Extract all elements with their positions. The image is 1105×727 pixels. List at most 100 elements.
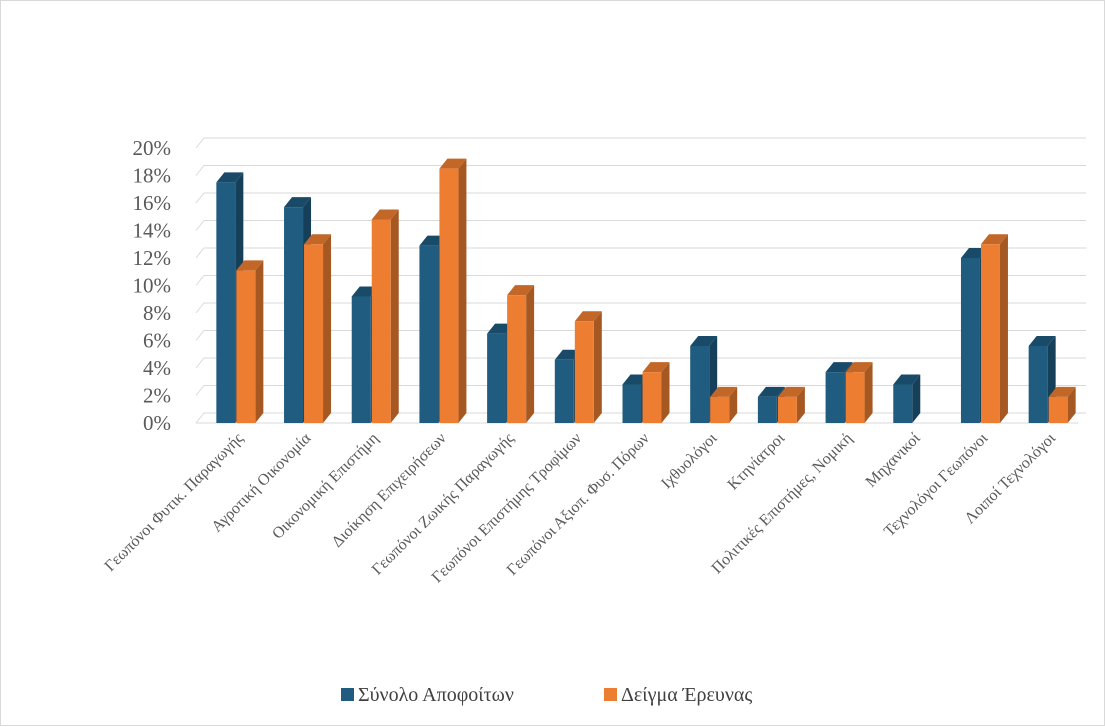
bar-top-face	[777, 386, 805, 397]
gridlines	[195, 137, 1086, 424]
bar-top-face	[690, 336, 718, 346]
bar-top-face	[236, 260, 264, 271]
bar-top-face	[893, 374, 921, 385]
bar-front-face	[574, 321, 594, 423]
bar-front-face	[284, 207, 304, 423]
gridline	[195, 330, 1086, 341]
bar-front-face	[1048, 396, 1068, 423]
y-tick-label: 20%	[133, 136, 172, 160]
y-axis-tick-labels: 0% 2% 4% 6% 8% 10% 12% 14% 16% 18% 20%	[133, 136, 172, 435]
bar-front-face	[825, 372, 845, 423]
x-category-label: Γεωπόνοι Ζωικής Παραγωγής	[369, 429, 518, 578]
bar-research-sample	[980, 234, 1008, 423]
y-tick-label: 2%	[143, 384, 171, 408]
bar-front-face	[960, 258, 980, 423]
bar-front-face	[371, 219, 391, 423]
bar-side-face	[526, 285, 535, 423]
y-tick-label: 18%	[133, 164, 172, 188]
bar-front-face	[980, 244, 1000, 423]
bar-top-face	[574, 311, 602, 322]
bar-top-face	[507, 285, 535, 296]
bar-front-face	[642, 372, 662, 423]
bar-side-face	[864, 362, 873, 423]
bar-research-sample	[845, 362, 873, 423]
x-category-label: Ιχθυολόγοι	[658, 429, 721, 492]
bar-front-face	[439, 168, 459, 423]
y-tick-label: 6%	[143, 329, 171, 353]
bar-side-face	[999, 234, 1008, 423]
bar-research-sample	[304, 234, 332, 423]
bar-front-face	[690, 346, 710, 423]
x-category-label: Μηχανικοί	[863, 429, 925, 491]
bar-side-face	[661, 362, 670, 423]
bar-front-face	[304, 244, 324, 423]
x-category-label: Πολιτικές Επιστήμες, Νομική	[709, 430, 856, 577]
gridline	[195, 220, 1086, 231]
bar-research-sample	[710, 386, 738, 423]
gridline	[195, 302, 1086, 314]
bar-side-face	[255, 260, 264, 423]
bar-front-face	[487, 333, 507, 423]
bar-side-face	[390, 209, 399, 423]
bar-side-face	[912, 374, 921, 423]
gridline	[195, 137, 1086, 149]
y-tick-label: 8%	[143, 301, 171, 325]
gridline	[195, 275, 1086, 286]
bar-side-face	[593, 311, 602, 423]
bar-top-face	[757, 386, 785, 397]
gridline	[195, 192, 1086, 204]
gridline	[195, 385, 1086, 396]
bar-research-sample	[371, 209, 399, 423]
bar-top-face	[980, 234, 1008, 245]
legend-label: Σύνολο Αποφοίτων	[358, 684, 514, 706]
bar-research-sample	[777, 386, 805, 423]
bar-front-face	[777, 396, 797, 423]
bar-research-sample	[507, 285, 535, 423]
legend-item: Σύνολο Αποφοίτων	[341, 684, 514, 706]
bars	[216, 158, 1076, 423]
bar-top-face	[845, 362, 873, 373]
bar-front-face	[507, 295, 527, 423]
gridline	[195, 357, 1086, 369]
y-tick-label: 14%	[133, 219, 172, 243]
bar-side-face	[796, 386, 805, 423]
bar-side-face	[323, 234, 332, 423]
y-tick-label: 10%	[133, 274, 172, 298]
x-category-label: Γεωπόνοι Φυτικ. Παραγωγής	[102, 429, 248, 575]
bar-total-graduates	[893, 374, 921, 423]
bar-side-face	[729, 386, 738, 423]
bar-research-sample	[642, 362, 670, 423]
bar-research-sample	[439, 158, 467, 423]
bar-side-face	[1067, 386, 1076, 423]
gridline	[195, 247, 1086, 259]
bar-front-face	[216, 182, 236, 423]
bar-top-face	[710, 386, 738, 397]
bar-front-face	[893, 384, 913, 423]
bar-front-face	[710, 396, 730, 423]
bar-top-face	[1028, 336, 1056, 346]
bar-front-face	[351, 296, 371, 423]
bar-front-face	[1028, 346, 1048, 423]
bar-front-face	[419, 245, 439, 423]
y-tick-label: 4%	[143, 356, 171, 380]
bar-top-face	[642, 362, 670, 373]
bar-top-face	[1048, 386, 1076, 397]
legend-swatch	[604, 688, 617, 701]
y-tick-label: 0%	[143, 411, 171, 435]
bar-top-face	[216, 172, 244, 183]
legend-item: Δείγμα Έρευνας	[604, 684, 752, 706]
x-category-label: Κτηνίατροι	[725, 429, 789, 493]
x-category-label: Γεωπόνοι Αξιοπ. Φυσ. Πόρων	[504, 430, 653, 579]
legend-swatch	[341, 688, 354, 701]
bar-research-sample	[574, 311, 602, 423]
bar-front-face	[622, 384, 642, 423]
bar-top-face	[304, 234, 332, 245]
legend-label: Δείγμα Έρευνας	[621, 684, 752, 706]
gridline	[195, 165, 1086, 176]
bar-front-face	[236, 270, 256, 423]
bar-side-face	[458, 158, 467, 423]
bar-top-face	[439, 158, 467, 169]
